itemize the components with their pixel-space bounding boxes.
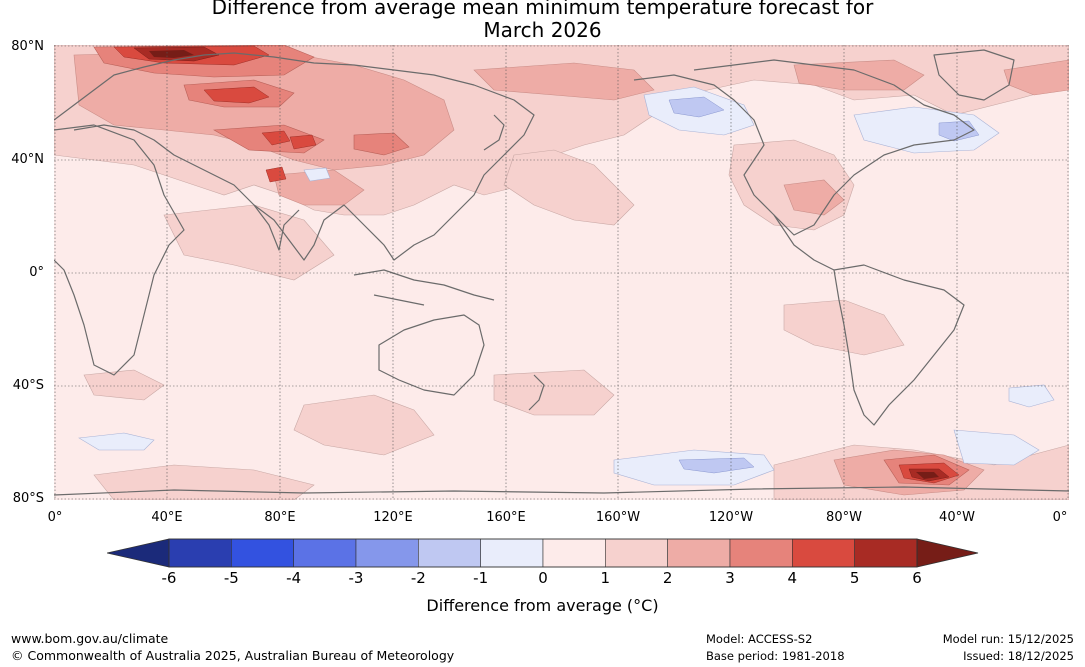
lon-label-160w: 160°W <box>595 510 641 525</box>
colorbar-bin <box>667 538 731 568</box>
footer-base-period: Base period: 1981-2018 <box>706 649 845 663</box>
lon-label-80e: 80°E <box>264 510 296 525</box>
lon-label-0-west: 0° <box>47 510 63 525</box>
forecast-map <box>54 45 1069 500</box>
colorbar-frame <box>168 538 918 568</box>
colorbar-bin <box>792 538 855 568</box>
colorbar-bins <box>168 538 918 568</box>
colorbar-tick-label: -1 <box>473 569 489 587</box>
colorbar-tick-label: 0 <box>538 569 548 587</box>
footer-issued: Issued: 18/12/2025 <box>963 649 1074 663</box>
colorbar-bin <box>542 538 606 568</box>
colorbar-bin <box>605 538 668 568</box>
lat-label-0: 0° <box>29 265 44 280</box>
colorbar-tick-label: -3 <box>348 569 364 587</box>
colorbar-bin <box>293 538 357 568</box>
colorbar-tick-label: 5 <box>849 569 860 587</box>
colorbar-bin <box>355 538 419 568</box>
colorbar <box>107 538 979 568</box>
colorbar-tick-label: 1 <box>600 569 611 587</box>
lon-label-80w: 80°W <box>826 510 862 525</box>
footer-copyright: © Commonwealth of Australia 2025, Austra… <box>11 648 455 663</box>
colorbar-tick-label: -4 <box>286 569 302 587</box>
coastlines <box>54 49 1069 496</box>
colorbar-tick-label: -5 <box>223 569 239 587</box>
colorbar-bin <box>854 538 918 568</box>
colorbar-bin <box>168 538 232 568</box>
colorbar-tick-label: 3 <box>725 569 735 587</box>
lon-label-120e: 120°E <box>373 510 413 525</box>
footer-website[interactable]: www.bom.gov.au/climate <box>11 631 169 646</box>
colorbar-label: Difference from average (°C) <box>426 596 659 615</box>
colorbar-tick-label: -6 <box>161 569 177 587</box>
colorbar-tick-label: 2 <box>662 569 673 587</box>
footer-model: Model: ACCESS-S2 <box>706 632 813 646</box>
lon-label-160e: 160°E <box>486 510 526 525</box>
anomaly-6-plus-regions <box>149 50 939 479</box>
colorbar-extend-low <box>107 538 170 568</box>
title-line-2: March 2026 <box>483 18 602 42</box>
colorbar-bin <box>418 538 481 568</box>
gridlines <box>54 45 1069 500</box>
colorbar-tick-label: -2 <box>410 569 426 587</box>
lat-label-80s: 80°S <box>12 491 44 506</box>
colorbar-bin <box>231 538 294 568</box>
lat-label-40s: 40°S <box>12 378 44 393</box>
lon-label-40w: 40°W <box>939 510 975 525</box>
colorbar-bin <box>729 538 793 568</box>
lon-label-0-east: 0° <box>1052 510 1068 525</box>
lon-label-40e: 40°E <box>151 510 183 525</box>
lat-label-40n: 40°N <box>11 152 44 167</box>
title-line-1: Difference from average mean minimum tem… <box>211 0 874 19</box>
colorbar-tick-label: 4 <box>787 569 798 587</box>
map-title: Difference from average mean minimum tem… <box>0 0 1085 42</box>
lat-label-80n: 80°N <box>11 39 44 54</box>
lon-label-120w: 120°W <box>708 510 754 525</box>
footer-model-run: Model run: 15/12/2025 <box>942 632 1074 646</box>
colorbar-bin <box>480 538 544 568</box>
colorbar-tick-label: 6 <box>912 569 922 587</box>
colorbar-extend-high <box>916 538 979 568</box>
